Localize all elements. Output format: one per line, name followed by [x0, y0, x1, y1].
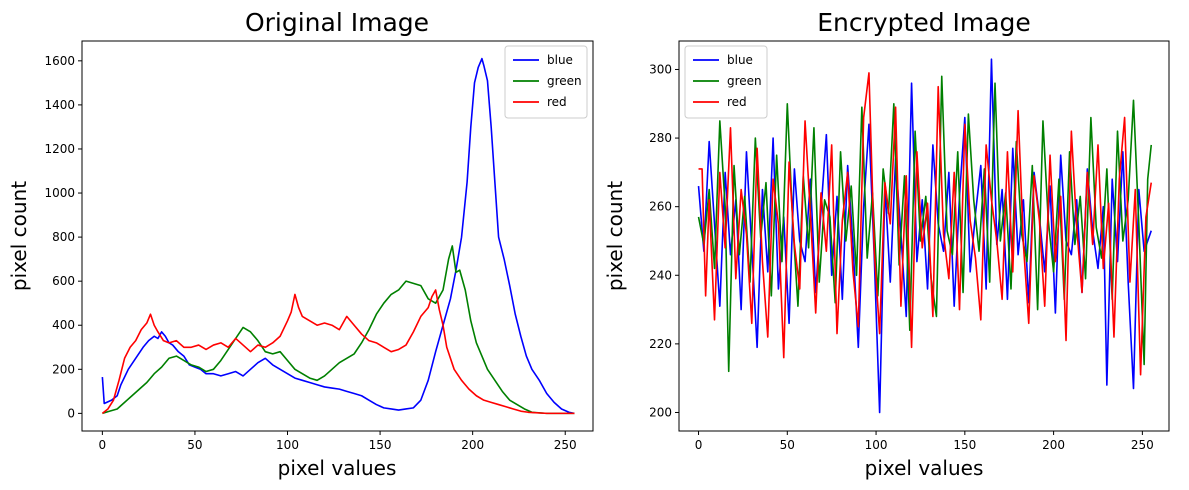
x-tick-label: 200 — [461, 438, 484, 452]
legend: blue green red — [504, 45, 588, 119]
y-tick-label: 400 — [52, 318, 75, 332]
series-line-green — [697, 75, 1153, 373]
y-tick-label: 600 — [52, 274, 75, 288]
y-tick-label: 1200 — [44, 142, 75, 156]
x-axis-label: pixel values — [278, 456, 397, 480]
x-tick-label: 100 — [276, 438, 299, 452]
x-tick-label: 150 — [953, 438, 976, 452]
legend-label: green — [547, 74, 582, 88]
y-tick-label: 300 — [649, 62, 672, 76]
series-line-red — [698, 72, 1153, 376]
legend-label: red — [547, 95, 567, 109]
plot-frame — [678, 40, 1170, 432]
legend-label: red — [727, 95, 747, 109]
legend-box — [684, 45, 768, 119]
y-tick-label: 1600 — [44, 54, 75, 68]
legend-label: blue — [727, 53, 753, 67]
y-tick-label: 280 — [649, 131, 672, 145]
x-tick-label: 100 — [865, 438, 888, 452]
y-tick-label: 1400 — [44, 98, 75, 112]
plot-frame — [81, 40, 594, 432]
x-tick-label: 250 — [554, 438, 577, 452]
chart-original-image: Original Image pixel values pixel count … — [7, 8, 594, 480]
y-axis-label: pixel count — [603, 181, 627, 291]
y-tick-label: 220 — [649, 337, 672, 351]
legend-label: blue — [547, 53, 573, 67]
x-tick-label: 250 — [1131, 438, 1154, 452]
x-tick-label: 0 — [695, 438, 703, 452]
x-tick-label: 50 — [187, 438, 202, 452]
y-axis-label: pixel count — [7, 181, 31, 291]
y-tick-label: 800 — [52, 230, 75, 244]
y-tick-label: 260 — [649, 200, 672, 214]
legend-label: green — [727, 74, 762, 88]
y-tick-label: 200 — [649, 405, 672, 419]
series-lines — [101, 57, 575, 415]
series-line-blue — [101, 57, 575, 415]
chart-title: Original Image — [245, 8, 429, 37]
series-line-green — [102, 245, 575, 415]
x-tick-label: 0 — [99, 438, 107, 452]
chart-title: Encrypted Image — [817, 8, 1031, 37]
x-tick-label: 50 — [780, 438, 795, 452]
legend: blue green red — [684, 45, 768, 119]
chart-encrypted-image: Encrypted Image pixel values pixel count… — [603, 8, 1170, 480]
series-line-red — [101, 289, 575, 415]
legend-box — [504, 45, 588, 119]
y-tick-label: 0 — [67, 406, 75, 420]
y-tick-label: 240 — [649, 268, 672, 282]
x-tick-label: 200 — [1042, 438, 1065, 452]
y-tick-label: 1000 — [44, 186, 75, 200]
x-axis-label: pixel values — [865, 456, 984, 480]
y-tick-label: 200 — [52, 362, 75, 376]
series-lines — [697, 58, 1153, 414]
x-tick-label: 150 — [369, 438, 392, 452]
